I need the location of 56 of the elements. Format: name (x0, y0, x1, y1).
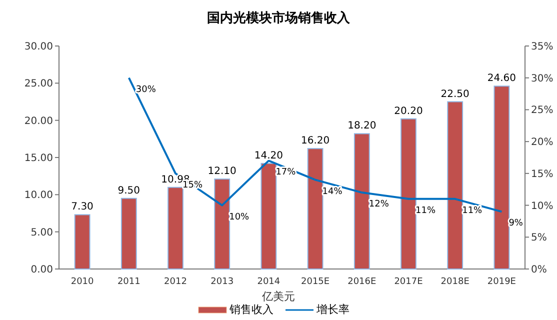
data-label: 10% (229, 212, 250, 222)
x-tick-label: 2012 (164, 277, 187, 287)
data-label: 18.20 (348, 120, 376, 132)
data-label: 11% (416, 206, 436, 216)
y2-tick-label: 35% (531, 42, 554, 52)
data-label: 9% (508, 218, 524, 229)
data-label: 16.20 (300, 136, 330, 147)
data-label: 9.50 (118, 185, 140, 196)
data-label: 14% (322, 186, 343, 197)
legend-label: 销售收入 (228, 303, 274, 316)
bar (260, 162, 277, 270)
y-tick-label: 20.00 (24, 116, 53, 127)
y2-tick-label: 30% (531, 73, 554, 84)
data-label: 14.20 (254, 150, 284, 162)
y-tick-label: 5.00 (30, 227, 53, 238)
bar (307, 148, 324, 270)
bar (168, 186, 184, 270)
y-tick-label: 0.00 (30, 264, 53, 276)
x-tick-label: 2017E (394, 277, 424, 287)
data-label: 20.20 (394, 106, 423, 117)
data-label: 11% (462, 206, 483, 216)
x-tick-label: 2014 (257, 277, 280, 287)
x-tick-label: 2019E (487, 277, 516, 287)
data-label: 12.10 (208, 166, 236, 178)
chart-title: 国内光模块市场销售收入 (207, 10, 351, 26)
y2-tick-label: 20% (531, 137, 554, 148)
data-label: 30% (136, 84, 156, 95)
bar (400, 118, 416, 270)
y-tick-label: 30.00 (24, 42, 53, 52)
bar (120, 198, 137, 270)
x-axis-title: 亿美元 (261, 290, 295, 303)
x-tick-label: 2010 (70, 277, 94, 287)
y-tick-label: 10.00 (24, 190, 53, 202)
bar (494, 86, 510, 270)
x-tick-label: 2018E (440, 277, 470, 287)
data-label: 22.50 (440, 88, 470, 100)
bar (74, 214, 90, 270)
x-tick-label: 2016E (348, 277, 377, 287)
data-label: 24.60 (487, 73, 516, 84)
y-tick-label: 15.00 (24, 153, 53, 164)
x-tick-label: 2015E (301, 277, 330, 287)
y-tick-label: 25.00 (24, 78, 53, 90)
data-label: 7.30 (71, 202, 94, 213)
y2-tick-label: 25% (531, 105, 554, 116)
y2-tick-label: 10% (531, 200, 554, 212)
y2-tick-label: 15% (531, 168, 554, 180)
x-tick-label: 2011 (117, 277, 140, 287)
legend-label: 增长率 (316, 303, 350, 316)
data-label: 12% (368, 200, 390, 210)
y2-tick-label: 5% (531, 232, 547, 244)
bar (214, 178, 230, 270)
bar (354, 133, 370, 270)
x-tick-label: 2013 (210, 277, 234, 287)
bar (447, 101, 464, 270)
y2-tick-label: 0% (531, 264, 547, 276)
data-label: 17% (276, 168, 296, 178)
